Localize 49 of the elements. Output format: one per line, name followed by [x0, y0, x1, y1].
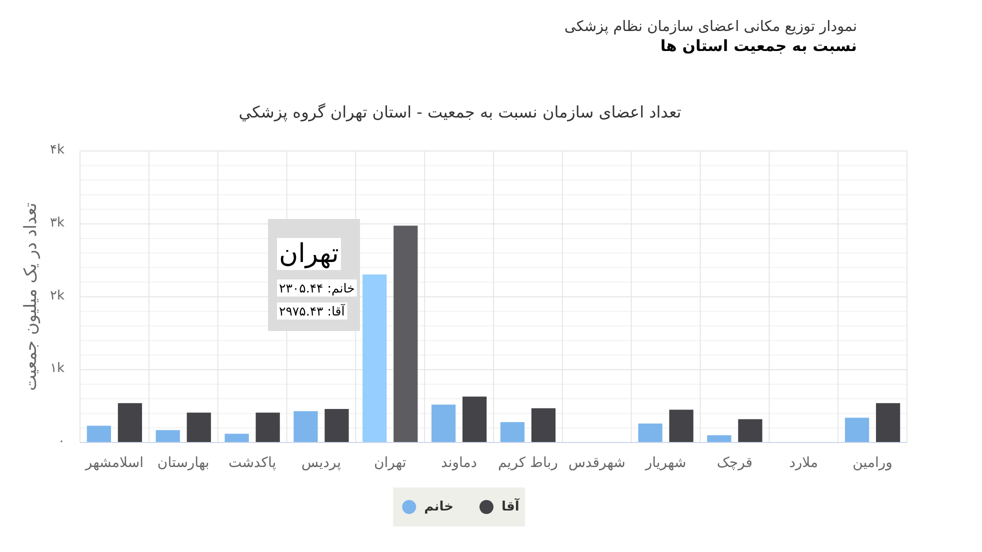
- legend-label: خانم: [424, 500, 454, 514]
- text: نمودار توزیع مکانی اعضای سازمان نظام پزشکی: [564, 19, 857, 35]
- x-tick-label: شهرقدس: [568, 455, 626, 471]
- annotation: خانم: ۲۳۰۵.۴۴: [279, 280, 355, 296]
- x-tick-label: پردیس: [301, 455, 342, 471]
- x-tick-label: بهارستان: [157, 455, 210, 471]
- y-tick-label: ۴k: [50, 142, 65, 158]
- bar: [669, 410, 694, 442]
- y-tick-label: ۲k: [50, 288, 65, 304]
- y-axis-title: تعداد در یک میلیون جمعیت: [21, 202, 41, 391]
- bar: [531, 408, 556, 442]
- legend-label: آقا: [501, 498, 520, 514]
- bar: [362, 274, 387, 442]
- bar: [186, 412, 211, 442]
- bar: [394, 226, 418, 442]
- x-tick-label: تهران: [374, 455, 406, 471]
- x-tick-label: رباط کریم: [498, 455, 558, 471]
- x-tick-label: پاکدشت: [228, 455, 276, 471]
- bar: [876, 403, 900, 442]
- annotation: آقا: ۲۹۷۵.۴۳: [279, 304, 346, 318]
- x-tick-label: قرچک: [716, 455, 753, 471]
- chart-title: تعداد اعضای سازمان نسبت به جمعیت - استان تهران گروه پزشکي: [238, 102, 682, 122]
- legend-item: خانم: [402, 500, 454, 514]
- x-tick-label: اسلامشهر: [84, 455, 144, 471]
- bar: [638, 424, 662, 442]
- bar: [294, 411, 318, 442]
- x-tick-label: شهریار: [644, 455, 686, 471]
- bar: [738, 419, 762, 442]
- bar: [324, 408, 349, 442]
- text: نسبت به جمعیت استان ها: [660, 37, 857, 55]
- bar: [431, 404, 456, 442]
- bar: [86, 426, 112, 442]
- annotation: تهران: [279, 239, 339, 269]
- x-tick-label: ملارد: [789, 455, 818, 471]
- x-tick-label: دماوند: [441, 455, 478, 471]
- y-tick-label: ۱k: [50, 361, 65, 376]
- bar: [707, 435, 732, 442]
- bar: [224, 434, 249, 442]
- tooltip: تهران خانم: ۲۳۰۵.۴۴ آقا: ۲۹۷۵.۴۳: [268, 219, 360, 331]
- bar: [256, 412, 280, 442]
- bar: [500, 422, 525, 442]
- x-tick-label: ورامین: [852, 455, 892, 471]
- y-tick-label: ۰: [58, 434, 65, 449]
- y-tick-label: ۳k: [50, 215, 65, 230]
- legend-item: آقا: [479, 500, 520, 514]
- bar: [118, 403, 142, 442]
- bar: [844, 418, 870, 442]
- bar: [462, 396, 487, 442]
- bar: [156, 430, 180, 442]
